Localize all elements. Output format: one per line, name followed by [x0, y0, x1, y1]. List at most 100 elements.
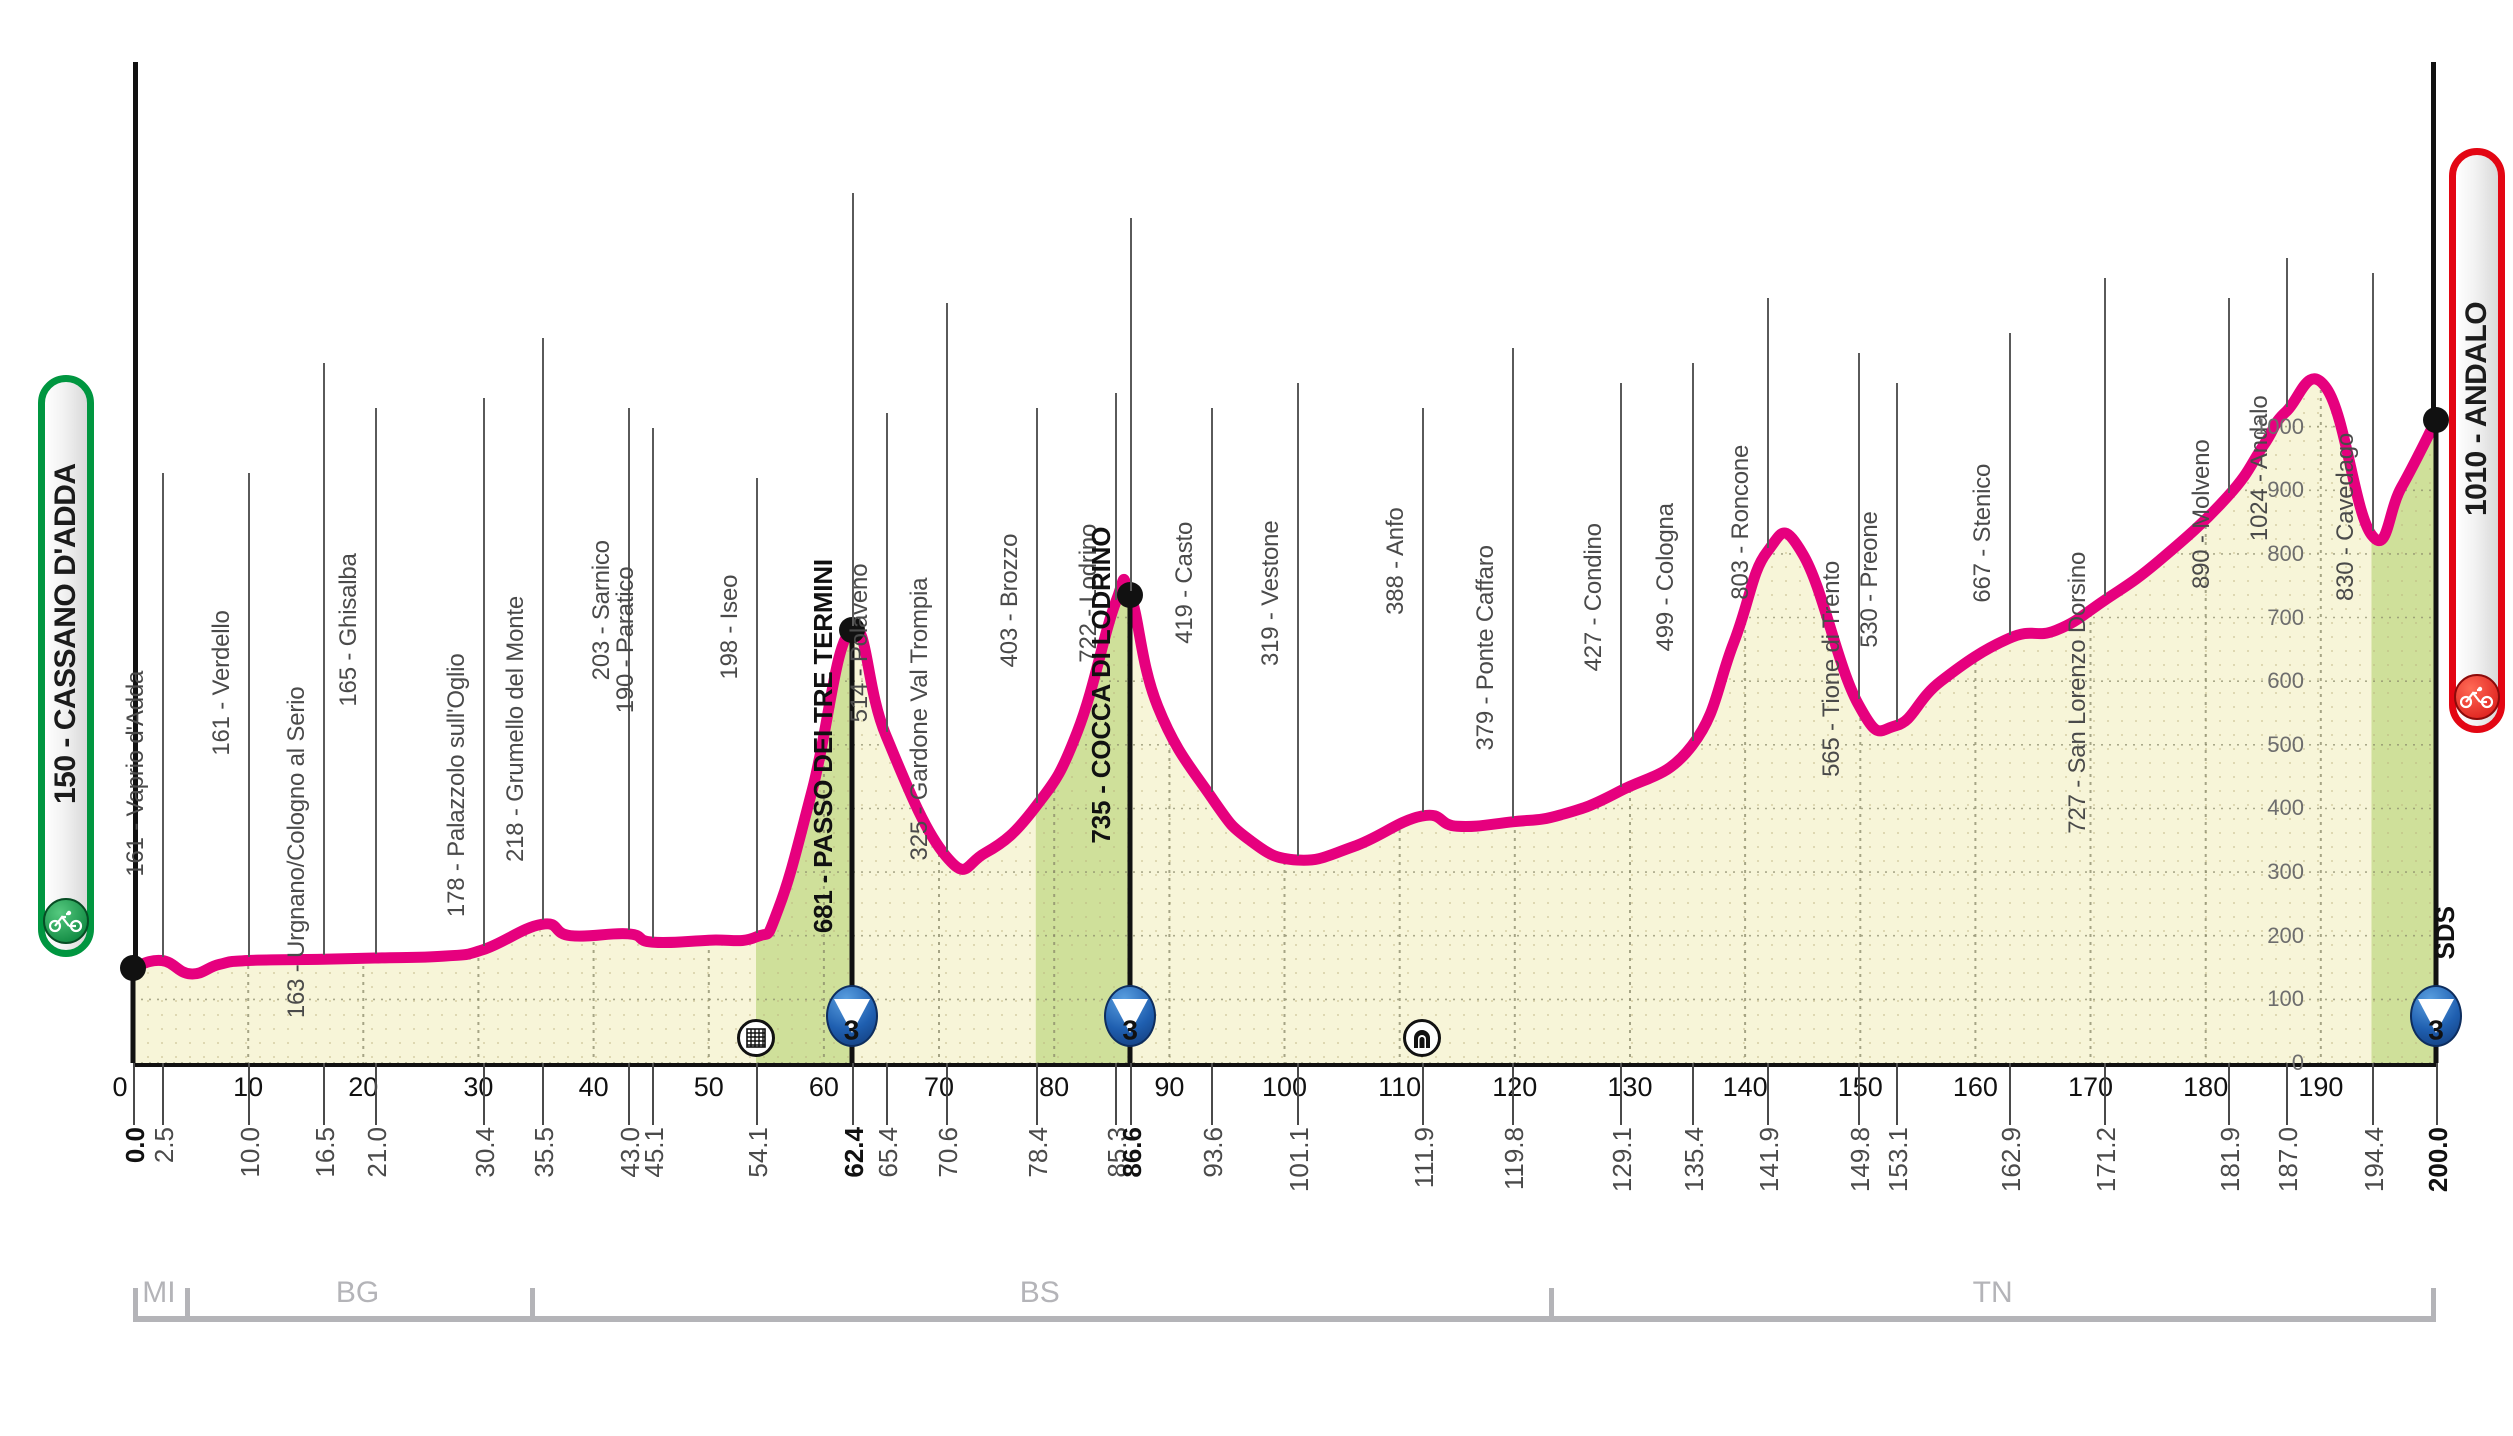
x-axis-tick-label: 160 — [1952, 1072, 1998, 1102]
km-marker-tick — [2436, 1063, 2438, 1125]
location-connector-line — [248, 473, 251, 957]
km-marker-tick — [2371, 1063, 2374, 1125]
location-label: 161 - Vaprio d'Adda — [121, 670, 149, 877]
km-marker-label: 141.9 — [1753, 1127, 1784, 1193]
elevation-line — [133, 373, 2436, 980]
x-axis-tick-label: 110 — [1378, 1072, 1422, 1102]
km-marker-tick — [374, 1063, 377, 1125]
summit-stem — [849, 629, 855, 1063]
province-label: BS — [1019, 1276, 1060, 1309]
km-marker-label: 129.1 — [1606, 1127, 1637, 1193]
km-marker-label: 153.1 — [1882, 1127, 1913, 1193]
gpm-category-marker[interactable]: 3 — [825, 985, 878, 1047]
km-marker-label: 78.4 — [1022, 1127, 1053, 1178]
km-marker-tick — [755, 1063, 758, 1125]
y-axis-tick-label: 300 — [2267, 859, 2304, 885]
km-marker-tick — [541, 1063, 544, 1125]
km-marker-tick — [1619, 1063, 1622, 1125]
km-marker-tick — [1512, 1063, 1515, 1125]
km-marker-label: 111.9 — [1408, 1127, 1439, 1189]
location-connector-line — [1512, 348, 1515, 818]
km-marker-label: 16.5 — [309, 1127, 340, 1178]
location-label: 325 - Gardone Val Trompia — [905, 577, 933, 861]
gpm-category-marker[interactable]: 3 — [1104, 985, 1157, 1047]
x-axis-tick-label: 30 — [463, 1072, 494, 1102]
sds-mark: SDS — [2430, 906, 2460, 960]
km-marker-tick — [322, 1063, 325, 1125]
km-marker-tick — [2286, 1063, 2289, 1125]
province-divider — [133, 1288, 138, 1322]
location-connector-line — [1297, 383, 1300, 856]
km-marker-tick — [628, 1063, 631, 1125]
x-axis-tick-label: 140 — [1722, 1072, 1768, 1102]
province-label: MI — [142, 1276, 176, 1309]
y-axis-tick-label: 100 — [2267, 986, 2304, 1012]
location-label: 803 - Roncone — [1726, 444, 1754, 600]
x-axis-tick-label: 20 — [348, 1072, 379, 1102]
location-connector-line — [886, 413, 889, 732]
gpm-category-number: 3 — [2428, 1014, 2444, 1046]
km-marker-tick — [886, 1063, 889, 1125]
km-marker-tick — [2008, 1063, 2011, 1125]
km-marker-label: 21.0 — [361, 1127, 392, 1178]
summit-dot — [120, 954, 146, 981]
x-axis-tick-label: 190 — [2298, 1072, 2344, 1102]
km-marker-label: 54.1 — [742, 1127, 773, 1178]
km-marker-label: 10.0 — [235, 1127, 266, 1178]
x-axis-tick-label: 180 — [2183, 1072, 2229, 1102]
location-connector-line — [1035, 408, 1038, 803]
location-label: 727 - San Lorenzo Dorsino — [2064, 551, 2092, 834]
km-marker-tick — [2104, 1063, 2107, 1125]
start-town-plaque: 150 - CASSANO D'ADDA — [38, 375, 94, 957]
km-marker-tick — [133, 1063, 135, 1125]
y-axis-tick-label: 0 — [2291, 1050, 2304, 1075]
location-connector-line — [1766, 298, 1769, 548]
km-marker-tick — [945, 1063, 948, 1125]
province-divider — [1549, 1288, 1555, 1322]
location-connector-line — [1421, 408, 1424, 813]
km-marker-tick — [1857, 1063, 1860, 1125]
x-axis-tick-label: 150 — [1837, 1072, 1883, 1102]
location-connector-line — [1692, 363, 1695, 742]
gpm-category-marker[interactable]: 3 — [2410, 985, 2462, 1047]
location-connector-line — [945, 303, 948, 853]
x-axis-tick-label: 100 — [1261, 1072, 1308, 1102]
location-label: 514 - Polaveno — [846, 563, 874, 723]
finish-cyclist-icon — [2454, 674, 2500, 720]
location-connector-line — [483, 398, 486, 946]
location-connector-line — [2104, 278, 2107, 597]
location-label: 163 - Urgnano/Cologno al Serio — [282, 686, 310, 1019]
location-connector-line — [628, 408, 631, 930]
location-connector-line — [851, 193, 854, 626]
location-connector-line — [1210, 408, 1213, 793]
location-label: 427 - Condino — [1579, 523, 1607, 672]
km-marker-label: 171.2 — [2091, 1127, 2122, 1193]
location-connector-line — [1619, 383, 1622, 788]
x-axis-tick-label: 90 — [1154, 1072, 1185, 1102]
km-marker-label: 135.4 — [1679, 1127, 1710, 1193]
km-marker-label: 200.0 — [2423, 1127, 2453, 1193]
location-label: 890 - Molveno — [2187, 439, 2215, 590]
location-label: 198 - Iseo — [715, 574, 743, 680]
elevation-profile-svg — [133, 373, 2436, 1063]
km-marker-label: 2.5 — [148, 1127, 179, 1164]
km-marker-label: 70.6 — [932, 1127, 963, 1178]
province-bar: MI BG BS TN — [133, 1262, 2436, 1322]
location-label: 379 - Ponte Caffaro — [1472, 545, 1500, 751]
location-label: 419 - Casto — [1170, 521, 1198, 644]
location-connector-line — [755, 478, 758, 933]
gpm-triangle-icon: 3 — [833, 999, 870, 1045]
km-marker-label: 119.8 — [1499, 1127, 1530, 1191]
km-marker-label: 149.8 — [1844, 1127, 1875, 1193]
location-connector-line — [1857, 353, 1860, 700]
location-connector-line — [652, 428, 655, 939]
km-marker-label: 35.5 — [528, 1127, 559, 1178]
tunnel-icon — [1402, 1019, 1441, 1057]
x-axis-tick-label: 130 — [1607, 1072, 1653, 1102]
km-marker-label: 45.1 — [639, 1127, 670, 1178]
location-label: 681 - PASSO DEI TRE TERMINI — [807, 559, 838, 934]
gpm-category-number: 3 — [843, 1014, 860, 1046]
km-marker-tick — [248, 1063, 251, 1125]
province-label: BG — [335, 1276, 380, 1309]
km-marker-label: 93.6 — [1197, 1127, 1228, 1178]
